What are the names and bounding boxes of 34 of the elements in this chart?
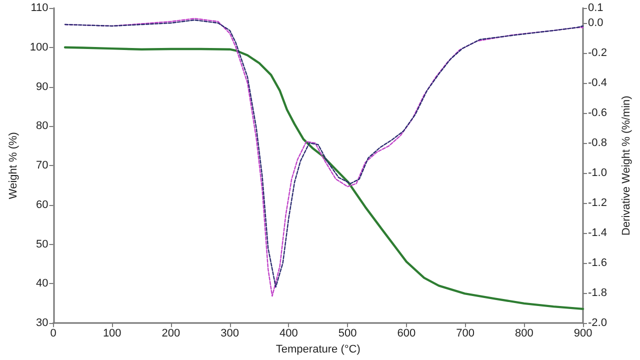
x-tick-label: 100 — [102, 328, 122, 340]
y2-tick-label: -1.8 — [588, 287, 607, 300]
x-tick-label: 400 — [280, 328, 298, 340]
x-tick-label: 800 — [514, 328, 534, 340]
y-tick-label: 40 — [36, 278, 48, 290]
y-axis-title: Weight % (%) — [8, 132, 20, 200]
x-tick-label: 0 — [50, 328, 56, 340]
y2-tick-label: -0.8 — [588, 137, 607, 150]
y2-tick-label: -2.0 — [588, 317, 607, 330]
y2-tick-label: -1.6 — [588, 257, 607, 270]
y-tick-label: 60 — [36, 198, 48, 211]
x-tick-label: 300 — [220, 328, 240, 340]
y-tick-label: 50 — [36, 238, 48, 250]
y2-tick-label: -1.4 — [588, 227, 607, 240]
y-tick-label: 70 — [36, 160, 48, 172]
x-tick-label: 700 — [456, 328, 474, 340]
y-tick-label: 30 — [36, 317, 48, 330]
x-axis-title: Temperature (°C) — [276, 344, 360, 356]
y-tick-label: 100 — [30, 41, 48, 54]
x-tick-label: 200 — [162, 328, 180, 340]
x-tick-label: 600 — [397, 328, 416, 340]
y2-tick-label: -0.2 — [588, 47, 607, 60]
y2-tick-label: -0.4 — [588, 77, 607, 90]
y2-tick-label: -1.2 — [588, 197, 607, 210]
x-tick-label: 900 — [574, 328, 592, 340]
x-tick-label: 500 — [338, 328, 357, 340]
y-tick-label: 90 — [36, 80, 48, 93]
y2-tick-label: 0.1 — [588, 2, 604, 14]
y-tick-label: 80 — [36, 120, 48, 132]
y2-tick-label: 0.0 — [588, 17, 604, 30]
y-tick-label: 110 — [30, 2, 48, 14]
y2-tick-label: -1.0 — [588, 167, 607, 180]
y2-tick-label: -0.6 — [588, 107, 607, 120]
y2-axis-title: Derivative Weight % (%/min) — [620, 96, 632, 236]
